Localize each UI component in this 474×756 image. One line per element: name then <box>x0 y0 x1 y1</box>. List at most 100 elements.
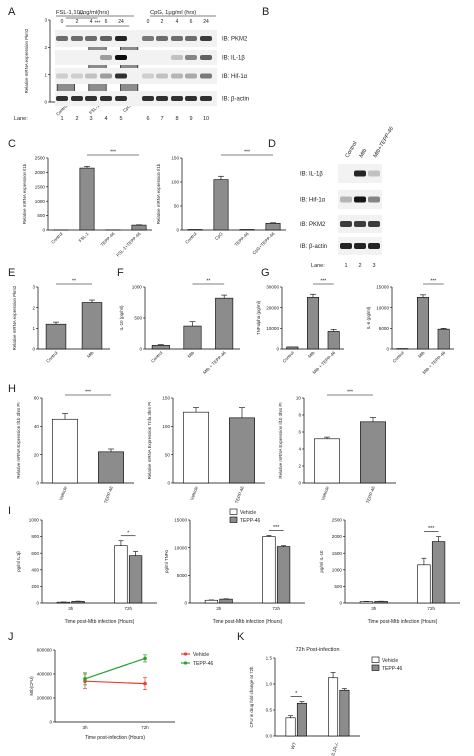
significance-label-H1: *** <box>85 390 91 396</box>
x-tick-label-G2: Control <box>391 350 405 364</box>
bar-G1-Control <box>286 346 299 350</box>
x-tick-label-H2: TEPP-46 <box>234 485 245 504</box>
y-tick-label-J: 0 <box>49 720 52 725</box>
x-tick-label-I3: 3h <box>371 606 377 611</box>
blot-band <box>115 73 127 79</box>
blot-band <box>115 55 127 60</box>
blot-band <box>185 96 197 101</box>
blot-band <box>71 96 83 101</box>
bar-I3-TEPP-46-72h <box>431 541 446 604</box>
y-tick-label-G1: 30000 <box>266 285 279 290</box>
panel-letter-C: C <box>8 138 16 150</box>
panel-letter-F: F <box>117 267 124 279</box>
blot-band <box>185 55 197 60</box>
y-axis-label-I1: pg/ml IL1β <box>16 551 21 572</box>
blot-band <box>368 243 380 249</box>
blot-band <box>115 96 127 101</box>
y-tick-label-E: 2 <box>32 305 35 310</box>
bar-H3-Vehicle <box>314 438 340 484</box>
x-tick-label-E: Control <box>45 350 59 364</box>
bar-H1-Vehicle <box>52 418 78 484</box>
y-tick-label-C1: 1500 <box>35 184 46 189</box>
x-tick-label-I1: 72h <box>124 606 132 611</box>
blot-band <box>354 221 366 227</box>
y-tick-label-I1: 1000 <box>29 518 40 523</box>
legend-label-Vehicle: Vehicle <box>240 510 256 516</box>
y-tick-label-B: 2 <box>44 45 47 50</box>
x-tick-label-E: Mtb <box>86 350 95 359</box>
bar-G2-Mtb + TEPP-46 <box>437 328 450 350</box>
data-point-Vehicle <box>143 681 147 686</box>
blot-band <box>354 170 366 177</box>
bar-F-Mtb <box>183 325 202 350</box>
lane-number-a: 8 <box>175 116 178 122</box>
significance-label-E: ** <box>72 279 76 285</box>
lane-number-a: 5 <box>119 116 122 122</box>
x-tick-label-H2: Vehicle <box>189 485 199 501</box>
lane-label-d: Lane: <box>311 263 325 269</box>
lane-number-d: 2 <box>358 263 361 269</box>
y-tick-label-H1: 60 <box>34 396 40 401</box>
blot-band <box>185 36 197 41</box>
significance-label-I2: *** <box>273 525 280 531</box>
y-tick-label-H2: 50 <box>165 452 171 457</box>
y-tick-label-K: 1.0 <box>266 682 273 687</box>
bar-I1-Vehicle-72h <box>114 545 128 604</box>
significance-label-B: *** <box>95 21 101 27</box>
bar-H1-TEPP-46 <box>98 451 124 484</box>
bar-I1-TEPP-46-72h <box>128 555 143 604</box>
blot-band <box>200 96 212 101</box>
y-tick-label-H3: 8 <box>298 413 301 418</box>
x-tick-label-H1: TEPP-46 <box>103 485 114 504</box>
blot-band <box>71 36 83 41</box>
bar-K-TEPP-46-IL1R-/- <box>339 689 350 737</box>
legend-label-TEPP-46: TEPP-46 <box>382 666 403 672</box>
bar-I3-Vehicle-72h <box>417 564 431 604</box>
y-tick-label-I3: 2500 <box>332 518 343 523</box>
y-tick-label-C1: 500 <box>37 213 45 218</box>
x-tick-label-C1: TEPP-46 <box>100 231 117 248</box>
panel-letter-I: I <box>8 505 11 517</box>
y-tick-label-I2: 15000 <box>174 518 187 523</box>
blot-row-label-a: IB: Hif-1α <box>222 74 248 80</box>
bar-F-Mtb + TEPP-46 <box>215 297 234 350</box>
timepoint-label: 6 <box>105 19 108 25</box>
y-tick-label-I2: 0 <box>184 601 187 606</box>
x-tick-label-J: 72h <box>141 725 149 730</box>
y-axis-label-K: CFU in drug fold change at 72h <box>249 666 254 728</box>
y-tick-label-H3: 10 <box>296 396 302 401</box>
x-tick-label-G1: Mtb <box>307 350 316 359</box>
blot-strip-a-2 <box>55 68 217 84</box>
blot-band <box>340 221 352 227</box>
blot-band <box>200 55 212 60</box>
y-tick-label-H2: 0 <box>167 481 170 486</box>
bar-E-Mtb <box>81 302 103 350</box>
bar-G1-Mtb + TEPP-46 <box>327 331 340 350</box>
blot-band <box>100 96 112 101</box>
bar-H2-Vehicle <box>183 411 209 484</box>
blot-band <box>171 36 183 41</box>
y-tick-label-C1: 2500 <box>35 156 46 161</box>
x-tick-label-I2: 72h <box>272 606 280 611</box>
blot-band <box>354 243 366 249</box>
y-tick-label-I3: 0 <box>339 601 342 606</box>
blot-row-label-d: IB: β-actin <box>300 244 327 250</box>
bar-K-Vehicle-WT <box>285 717 296 737</box>
legend-label-TEPP-46: TEPP-46 <box>240 518 261 524</box>
y-tick-label-F: 0 <box>139 347 142 352</box>
legend-swatch-TEPP-46 <box>371 664 380 671</box>
bar-K-Vehicle-IL1R-/- <box>328 677 339 737</box>
blot-band <box>142 96 154 101</box>
blot-band <box>340 196 352 203</box>
x-tick-label-C2: Control <box>184 231 198 245</box>
bar-G1-Mtb <box>307 297 319 350</box>
y-tick-label-J: 600000 <box>37 648 53 653</box>
chart-title-K: 72h Post-infection <box>295 647 339 653</box>
y-tick-label-I2: 10000 <box>174 545 187 550</box>
blot-band <box>85 73 97 79</box>
bar-I3-Vehicle-3h <box>359 601 374 604</box>
y-tick-label-I3: 2000 <box>332 534 343 539</box>
blot-band <box>368 221 380 227</box>
y-axis-label-H1: Relative mRNA Expression Il1b 3hrs PI <box>16 402 21 478</box>
lane-number-a: 4 <box>104 116 107 122</box>
